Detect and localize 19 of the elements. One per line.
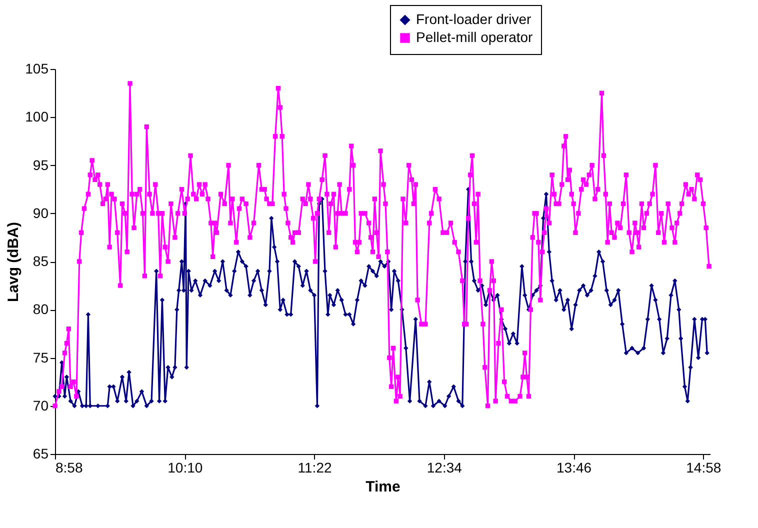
legend-label: Pellet-mill operator: [416, 29, 534, 45]
y-tick-label: 90: [32, 204, 49, 221]
x-tick-label: 10:10: [168, 460, 203, 476]
y-tick-label: 95: [32, 156, 49, 173]
x-tick-label: 11:22: [298, 460, 332, 476]
y-tick-label: 100: [25, 108, 49, 125]
x-tick-label: 12:34: [426, 460, 462, 476]
x-tick-label: 14:58: [686, 460, 722, 476]
y-tick-label: 75: [32, 349, 49, 366]
y-tick-label: 70: [32, 397, 49, 414]
y-tick-label: 105: [25, 60, 49, 76]
x-tick-label: 8:58: [56, 460, 83, 476]
y-tick-label: 85: [32, 253, 49, 269]
x-tick-label: 13:46: [556, 460, 592, 476]
y-axis-title: Lavg (dBA): [5, 222, 22, 302]
y-tick-label: 80: [32, 301, 49, 318]
x-axis-title: Time: [366, 478, 400, 496]
y-tick-label: 65: [32, 446, 49, 462]
legend-label: Front-loader driver: [416, 11, 532, 27]
